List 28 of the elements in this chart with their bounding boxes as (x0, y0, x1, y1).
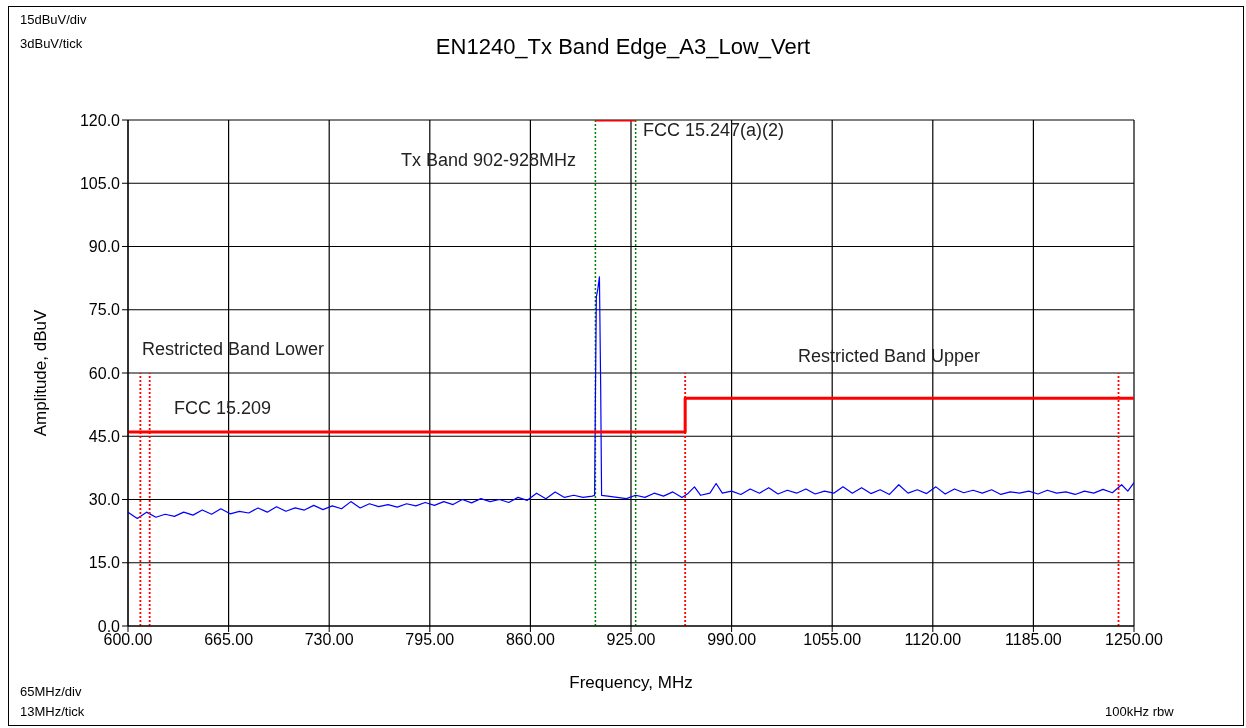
text: 3dBuV/tick (20, 36, 83, 51)
annotation: Restricted Band Lower (141, 338, 325, 360)
x-tick-label: 795.00 (405, 631, 455, 649)
text: 15dBuV/div (20, 12, 87, 27)
y-tick-label: 75.0 (88, 301, 121, 319)
x-tick-label: 1120.00 (904, 631, 962, 649)
y-tick-label: 120.0 (79, 111, 121, 129)
y-tick-label: 45.0 (88, 427, 121, 445)
x-tick-label: 665.00 (204, 631, 254, 649)
x-tick-label: 730.00 (304, 631, 354, 649)
x-tick-label: 600.00 (103, 631, 153, 649)
x-tick-label: 1185.00 (1005, 631, 1062, 649)
y-tick-label: 15.0 (88, 554, 121, 572)
y-tick-label: 60.0 (88, 364, 121, 382)
chart-title: EN1240_Tx Band Edge_A3_Low_Vert (435, 34, 811, 59)
y-axis-title: Amplitude, dBuV (31, 309, 51, 437)
text: 100kHz rbw (1105, 704, 1174, 719)
x-tick-label: 1250.00 (1105, 631, 1164, 649)
y-tick-label: 105.0 (79, 174, 121, 192)
x-tick-label: 990.00 (707, 631, 757, 649)
text: 13MHz/tick (20, 704, 85, 719)
x-tick-label: 925.00 (606, 631, 656, 649)
x-tick-label: 1055.00 (803, 631, 862, 649)
x-tick-label: 860.00 (505, 631, 555, 649)
y-tick-label: 30.0 (88, 491, 121, 509)
x-axis-title: Frequency, MHz (569, 673, 693, 693)
text: 65MHz/div (20, 684, 82, 699)
y-tick-label: 90.0 (88, 238, 121, 256)
